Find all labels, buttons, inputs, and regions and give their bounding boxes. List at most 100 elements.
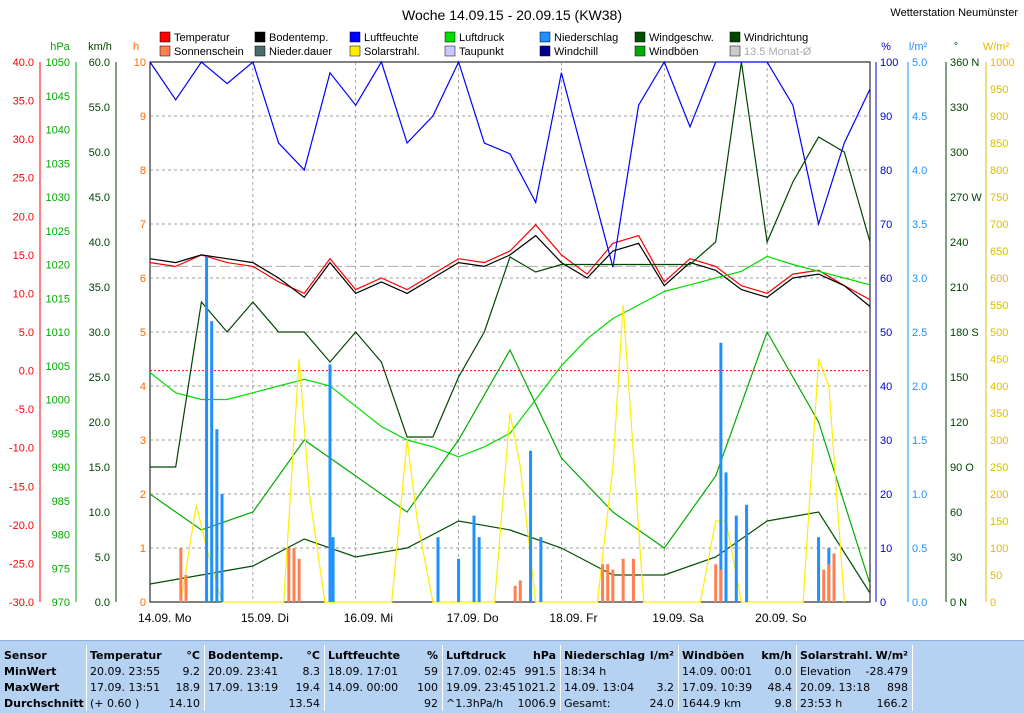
tick-label-deg: 270 W: [950, 192, 982, 204]
tick-label-hpa: 970: [52, 597, 70, 609]
x-label: 17.09. Do: [447, 611, 499, 625]
legend-label: Niederschlag: [554, 32, 618, 44]
legend-swatch: [350, 46, 360, 56]
stats-row: MinWert: [4, 665, 82, 681]
tick-label-lm2: 1.5: [912, 435, 927, 447]
tick-label-temp: -15.0: [9, 481, 34, 493]
tick-label-temp: -5.0: [15, 404, 34, 416]
legend-label: Temperatur: [174, 32, 230, 44]
tick-label-h: 0: [140, 597, 146, 609]
tick-label-h: 8: [140, 165, 146, 177]
tick-label-temp: 25.0: [13, 173, 34, 185]
bar-niederschlag: [745, 505, 748, 602]
stats-header: Luftfeuchte%: [328, 649, 438, 665]
tick-label-kmh: 50.0: [89, 147, 110, 159]
bar-sonnenschein: [514, 586, 517, 602]
bar-sonnenschein: [606, 564, 609, 602]
tick-label-h: 2: [140, 489, 146, 501]
weather-chart: Woche 14.09.15 - 20.09.15 (KW38) Wetters…: [0, 0, 1024, 640]
tick-label-pct: 90: [880, 111, 892, 123]
bar-sonnenschein: [822, 570, 825, 602]
tick-label-temp: 35.0: [13, 96, 34, 108]
tick-label-wm2: 900: [990, 111, 1008, 123]
tick-label-pct: 40: [880, 381, 892, 393]
tick-label-temp: -10.0: [9, 443, 34, 455]
legend-label: Windchill: [554, 46, 598, 58]
tick-label-wm2: 500: [990, 327, 1008, 339]
tick-label-hpa: 1025: [46, 226, 70, 238]
stats-row: (+ 0.60 )14.10: [90, 697, 200, 713]
x-label: 15.09. Di: [241, 611, 289, 625]
tick-label-hpa: 1050: [46, 57, 70, 69]
tick-label-temp: 5.0: [19, 327, 34, 339]
tick-label-kmh: 15.0: [89, 462, 110, 474]
tick-label-deg: 240: [950, 237, 968, 249]
legend-swatch: [445, 32, 455, 42]
tick-label-temp: 0.0: [19, 366, 34, 378]
bar-sonnenschein: [185, 575, 188, 602]
tick-label-wm2: 950: [990, 84, 1008, 96]
tick-label-pct: 60: [880, 273, 892, 285]
tick-label-pct: 50: [880, 327, 892, 339]
bar-sonnenschein: [293, 548, 296, 602]
legend-swatch: [540, 32, 550, 42]
legend-swatch: [730, 46, 740, 56]
tick-label-kmh: 40.0: [89, 237, 110, 249]
tick-label-temp: -25.0: [9, 558, 34, 570]
tick-label-deg: 60: [950, 507, 962, 519]
tick-label-hpa: 975: [52, 563, 70, 575]
x-label: 20.09. So: [755, 611, 807, 625]
tick-label-hpa: 1030: [46, 192, 70, 204]
tick-label-kmh: 55.0: [89, 102, 110, 114]
tick-label-lm2: 2.0: [912, 381, 927, 393]
tick-label-wm2: 50: [990, 570, 1002, 582]
tick-label-temp: 15.0: [13, 250, 34, 262]
tick-label-hpa: 1035: [46, 158, 70, 170]
legend-swatch: [635, 46, 645, 56]
tick-label-pct: 80: [880, 165, 892, 177]
bar-niederschlag: [221, 494, 224, 602]
legend-label: Bodentemp.: [269, 32, 328, 44]
bar-sonnenschein: [519, 580, 522, 602]
tick-label-hpa: 1040: [46, 125, 70, 137]
tick-label-wm2: 800: [990, 165, 1008, 177]
bar-niederschlag: [215, 429, 218, 602]
tick-label-kmh: 25.0: [89, 372, 110, 384]
tick-label-wm2: 400: [990, 381, 1008, 393]
tick-label-temp: 30.0: [13, 134, 34, 146]
tick-label-temp: 40.0: [13, 57, 34, 69]
tick-label-lm2: 0.5: [912, 543, 927, 555]
stats-header: Sensor: [4, 649, 82, 665]
tick-label-kmh: 10.0: [89, 507, 110, 519]
legend-label: Taupunkt: [459, 46, 504, 58]
x-label: 16.09. Mi: [344, 611, 393, 625]
tick-label-pct: 70: [880, 219, 892, 231]
stats-header: Bodentemp.°C: [208, 649, 320, 665]
bar-sonnenschein: [611, 570, 614, 602]
stats-row: 92: [328, 697, 438, 713]
bar-niederschlag: [725, 472, 728, 602]
bar-sonnenschein: [622, 559, 625, 602]
legend-swatch: [255, 46, 265, 56]
tick-label-deg: 180 S: [950, 327, 979, 339]
axis-unit-wm2: W/m²: [983, 41, 1010, 53]
bar-sonnenschein: [179, 548, 182, 602]
tick-label-deg: 30: [950, 552, 962, 564]
legend-swatch: [160, 46, 170, 56]
tick-label-wm2: 1000: [990, 57, 1014, 69]
tick-label-pct: 100: [880, 57, 898, 69]
axis-unit-lm2: l/m²: [909, 41, 928, 53]
tick-label-deg: 300: [950, 147, 968, 159]
legend-label: Luftdruck: [459, 32, 505, 44]
